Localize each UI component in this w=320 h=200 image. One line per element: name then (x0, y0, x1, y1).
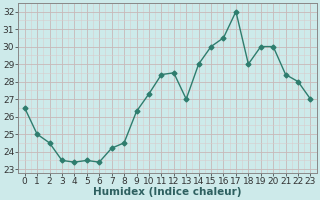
X-axis label: Humidex (Indice chaleur): Humidex (Indice chaleur) (93, 187, 242, 197)
